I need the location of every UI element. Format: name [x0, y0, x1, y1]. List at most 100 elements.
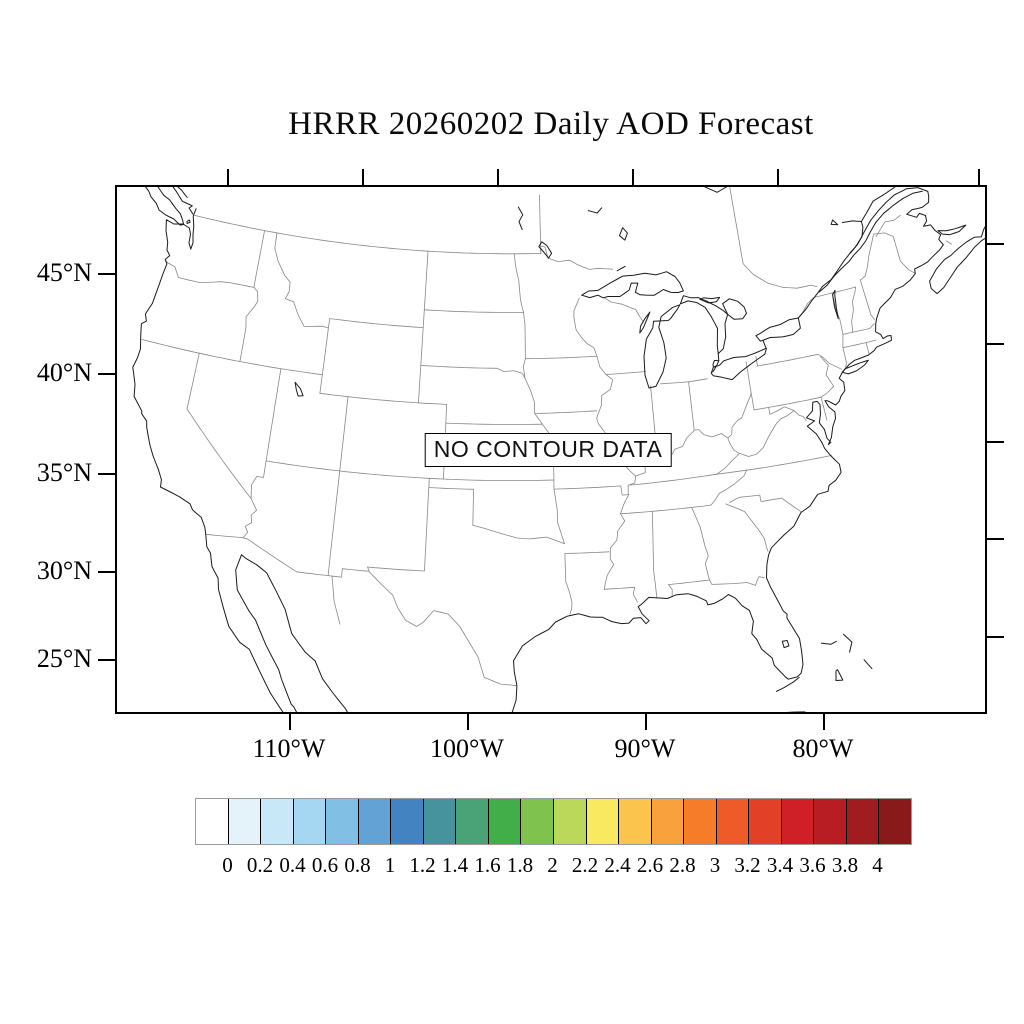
axis-tick [497, 169, 499, 185]
state-border-line [535, 410, 598, 414]
colorbar-cell [227, 799, 261, 844]
axis-tick [987, 343, 1004, 345]
coastline [581, 271, 684, 299]
colorbar-cell [520, 799, 554, 844]
state-border-line [553, 479, 565, 545]
state-border-line [842, 323, 875, 335]
axis-tick [98, 473, 115, 475]
colorbar-tick-label: 3.2 [734, 853, 761, 877]
state-border-line [514, 253, 524, 313]
colorbar-cell [878, 799, 912, 844]
coastline [820, 640, 837, 645]
colorbar-tick-label: 2.8 [669, 853, 696, 877]
lat-tick-label: 30°N [36, 556, 92, 585]
coastline [702, 185, 728, 193]
state-border-line [472, 524, 565, 545]
coastline [842, 220, 862, 223]
colorbar-tick-label: 1.8 [506, 853, 534, 877]
coastline [171, 185, 194, 215]
state-border-line [668, 576, 765, 586]
state-border-line [265, 460, 555, 481]
lat-tick-label: 40°N [36, 358, 92, 387]
state-border-line [716, 452, 740, 475]
colorbar-cell [325, 799, 358, 844]
lon-tick-label: 100°W [430, 734, 504, 763]
state-border-line [729, 494, 802, 513]
state-border-line [540, 245, 613, 270]
colorbar-cell [357, 799, 391, 844]
colorbar [195, 798, 912, 845]
colorbar-tick-label: 0 [222, 853, 233, 877]
state-border-line [564, 551, 610, 554]
state-border-line [603, 586, 638, 603]
colorbar-cell [683, 799, 716, 844]
axis-tick [362, 169, 364, 185]
coastline [643, 304, 681, 389]
coastline [797, 286, 823, 319]
axis-tick [467, 714, 469, 730]
axis-tick [227, 169, 229, 185]
axis-tick [645, 714, 647, 730]
coastline [517, 206, 524, 230]
state-border-line [755, 353, 842, 370]
colorbar-cell [813, 799, 846, 844]
state-border-line [603, 297, 644, 323]
state-border-line [875, 214, 901, 237]
coastline [679, 295, 729, 355]
colorbar-cell [748, 799, 781, 844]
colorbar-tick-label: 4 [872, 853, 883, 877]
colorbar-cell [780, 799, 814, 844]
coastline [781, 640, 790, 649]
lat-tick-label: 25°N [36, 644, 92, 673]
coastline [712, 365, 718, 373]
coastline [849, 187, 944, 254]
coastline [619, 227, 628, 241]
state-border-line [753, 396, 822, 411]
coastline [818, 190, 923, 293]
state-border-line [725, 503, 769, 552]
colorbar-cell [292, 799, 326, 844]
state-border-line [250, 460, 267, 499]
coastline [699, 296, 721, 304]
axis-tick [987, 538, 1004, 540]
coastline [639, 311, 651, 334]
state-border-line [660, 378, 708, 385]
state-border-line [423, 309, 524, 313]
state-border-line [831, 292, 847, 368]
state-border-line [165, 261, 255, 288]
state-border-line [265, 368, 282, 462]
colorbar-tick-label: 0.8 [344, 853, 371, 877]
plot-title: HRRR 20260202 Daily AOD Forecast [288, 106, 814, 142]
coastline [616, 265, 626, 272]
colorbar-cell [845, 799, 879, 844]
state-border-line [319, 392, 448, 405]
axis-tick [98, 659, 115, 661]
state-border-line [319, 318, 331, 394]
coastline [717, 353, 720, 362]
state-border-line [605, 371, 646, 375]
coastline [538, 241, 553, 259]
colorbar-cell [196, 799, 228, 844]
state-border-line [620, 504, 712, 515]
colorbar-tick-label: 3.4 [766, 853, 794, 877]
state-border-line [141, 339, 323, 376]
state-border-line [331, 575, 341, 625]
state-border-line [727, 410, 795, 457]
state-border-line [193, 214, 542, 255]
axis-tick [987, 636, 1004, 638]
coastline [722, 298, 747, 320]
colorbar-tick-label: 1.4 [441, 853, 469, 877]
lon-tick-label: 110°W [252, 734, 326, 763]
axis-tick [98, 273, 115, 275]
coastline [143, 185, 185, 226]
lat-tick-label: 35°N [36, 458, 92, 487]
colorbar-cell [422, 799, 456, 844]
state-border-line [564, 553, 573, 615]
colorbar-cell [260, 799, 293, 844]
state-border-line [428, 487, 474, 490]
colorbar-tick-label: 1 [384, 853, 396, 877]
lat-tick-label: 45°N [36, 258, 92, 287]
state-border-line [745, 361, 755, 411]
colorbar-tick-label: 2 [547, 853, 558, 877]
